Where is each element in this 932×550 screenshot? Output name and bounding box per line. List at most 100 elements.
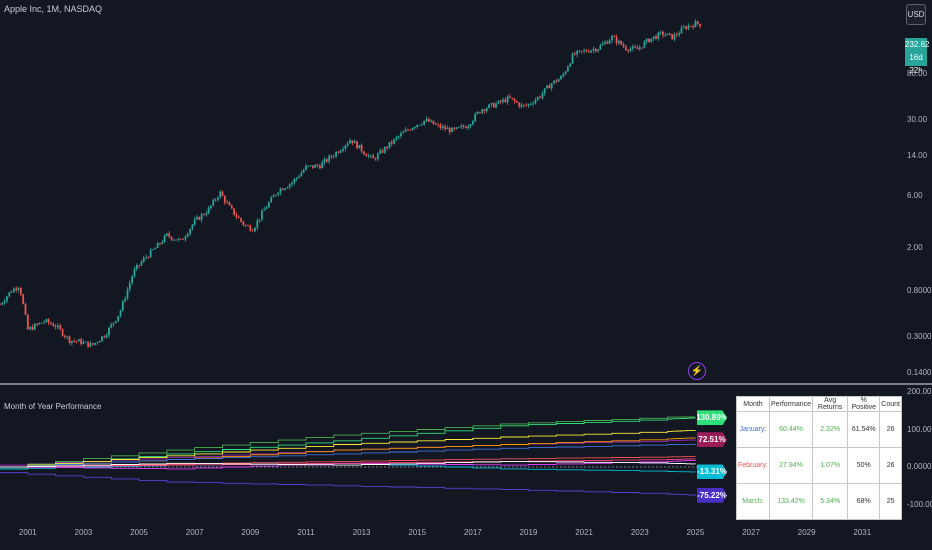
candle-body (133, 268, 136, 277)
candle-body (425, 118, 428, 121)
candle-body (346, 143, 349, 146)
candle-body (627, 49, 630, 52)
candle-body (312, 165, 314, 168)
candle-body (594, 48, 597, 52)
candle-body (497, 100, 500, 104)
candle-body (258, 219, 261, 221)
candle-body (149, 249, 152, 258)
candle-body (532, 103, 535, 105)
candle-body (617, 40, 620, 44)
candle-body (216, 197, 219, 200)
candle-body (434, 124, 437, 126)
candle-body (414, 126, 416, 129)
price-axis-tick: 80.00 (907, 69, 928, 79)
candle-body (541, 93, 544, 98)
indicator-axis-tick: 0.0000 (907, 462, 932, 471)
candle-body (430, 120, 433, 122)
candle-body (43, 321, 45, 323)
candle-body (557, 79, 560, 82)
price-axis-tick: 14.00 (907, 151, 928, 161)
candle-body (121, 301, 124, 311)
candle-body (502, 99, 504, 102)
candle-body (87, 341, 89, 347)
candle-body (397, 136, 400, 138)
candle-body (316, 164, 319, 166)
candle-body (337, 151, 340, 153)
candle-body (82, 341, 85, 345)
time-axis-tick: 2021 (575, 528, 594, 537)
candle-body (135, 265, 138, 269)
candle-body (411, 128, 414, 131)
candle-body (615, 37, 618, 44)
candle-body (219, 191, 222, 198)
candle-body (298, 176, 300, 178)
time-axis-tick: 2027 (742, 528, 760, 537)
candle-body (251, 230, 254, 232)
candle-body (402, 131, 405, 134)
candle-body (200, 214, 203, 220)
candle-body (458, 126, 460, 128)
candle-body (177, 238, 180, 241)
candle-body (19, 288, 22, 295)
price-candles[interactable] (0, 19, 701, 349)
candle-body (117, 316, 120, 321)
candle-body (154, 247, 157, 250)
candle-body (446, 128, 449, 130)
indicator-axis-tick: 100.00 (907, 424, 932, 434)
indicator-title: Month of Year Performance (4, 402, 102, 411)
performance-cell: 133.42% (768, 483, 814, 520)
candle-body (323, 159, 326, 163)
candle-body (339, 150, 342, 153)
candle-body (300, 172, 303, 177)
month-cell: January: (736, 411, 770, 448)
candle-body (22, 294, 25, 305)
candle-body (555, 80, 558, 82)
candle-body (325, 159, 328, 162)
candle-body (564, 71, 567, 75)
candle-body (400, 133, 402, 137)
time-axis-tick: 2003 (74, 528, 93, 537)
candle-body (198, 216, 201, 220)
candle-body (471, 121, 474, 125)
candle-body (29, 326, 32, 330)
positive-cell: 61.54% (847, 411, 881, 448)
candle-body (267, 202, 270, 208)
candle-body (64, 335, 66, 337)
candle-body (342, 148, 344, 151)
candle-body (469, 124, 472, 127)
candle-body (388, 142, 391, 149)
candle-body (393, 139, 395, 144)
candle-body (254, 227, 256, 232)
candle-body (478, 112, 481, 113)
currency-button[interactable]: USD (906, 4, 926, 25)
tradingview-logo-icon[interactable]: ⚡ (688, 362, 706, 380)
column-header: Avg Returns (812, 396, 849, 412)
candle-body (629, 48, 632, 52)
candle-body (675, 34, 678, 36)
indicator-lines[interactable] (0, 416, 696, 496)
candle-body (184, 236, 187, 240)
candle-body (659, 31, 662, 33)
time-axis-tick: 2031 (853, 528, 872, 537)
performance-cell: 60.44% (768, 411, 814, 448)
candle-body (673, 34, 676, 40)
candle-body (383, 147, 386, 153)
candle-body (522, 104, 525, 106)
candle-body (386, 147, 388, 149)
candle-body (367, 155, 370, 157)
candle-body (573, 53, 576, 55)
candle-body (244, 225, 247, 226)
candle-body (332, 156, 335, 158)
candle-body (70, 340, 73, 344)
candle-body (272, 195, 275, 198)
candle-body (59, 325, 62, 330)
candle-body (293, 179, 296, 183)
candle-body (379, 150, 382, 154)
price-axis-tick: 0.3000 (907, 331, 932, 341)
candle-body (583, 50, 586, 52)
candle-body (80, 339, 83, 345)
candle-body (592, 48, 595, 51)
candle-body (163, 235, 166, 243)
price-axis-tick: 2.00 (907, 242, 923, 252)
